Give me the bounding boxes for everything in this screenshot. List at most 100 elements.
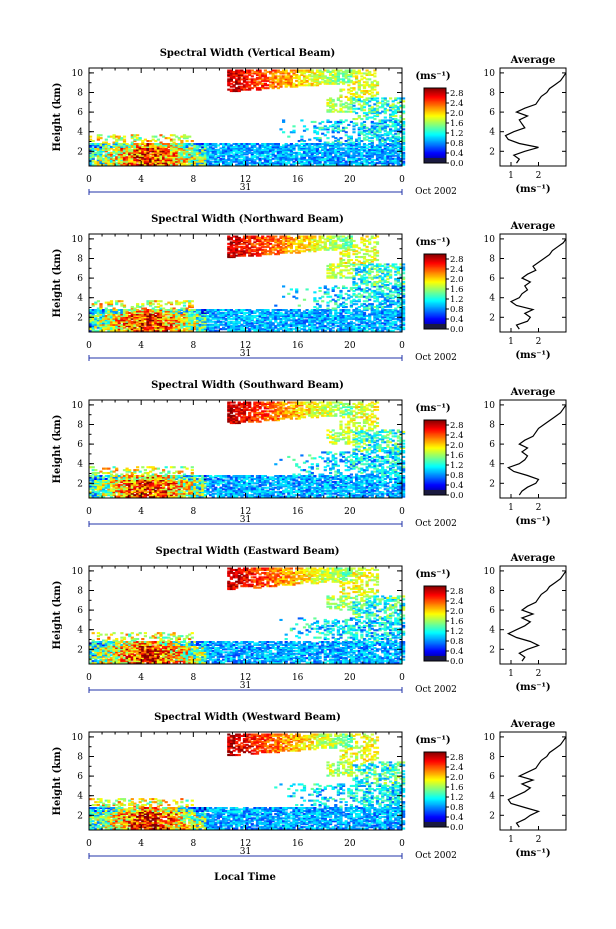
- heatmap-cell: [302, 84, 307, 87]
- heatmap-cell: [269, 84, 273, 87]
- heatmap-cell: [263, 72, 267, 75]
- heatmap-cell: [154, 143, 158, 146]
- heatmap-cell: [229, 75, 233, 78]
- heatmap-cell: [99, 151, 103, 154]
- heatmap-cell: [253, 70, 257, 73]
- heatmap-cell: [235, 148, 239, 151]
- heatmap-cell: [185, 154, 189, 157]
- heatmap-cell: [130, 145, 134, 148]
- heatmap-cell: [315, 84, 320, 87]
- heatmap-cell: [313, 154, 317, 157]
- heatmap-cell: [151, 163, 155, 166]
- heatmap-cell: [138, 147, 142, 150]
- heatmap-cell: [219, 147, 223, 150]
- heatmap-cell: [229, 147, 233, 150]
- heatmap-cell: [89, 160, 93, 163]
- heatmap-cell: [284, 76, 288, 79]
- heatmap-cell: [295, 159, 299, 162]
- heatmap-cell: [245, 157, 249, 160]
- heatmap-cell: [115, 153, 119, 156]
- heatmap-cell: [235, 143, 239, 146]
- heatmap-cell: [151, 147, 155, 150]
- heatmap-cell: [253, 156, 257, 159]
- heatmap-cell: [318, 76, 322, 79]
- heatmap-cell: [149, 162, 153, 165]
- heatmap-cell: [193, 163, 197, 166]
- heatmap-cell: [130, 150, 134, 153]
- heatmap-cell: [342, 88, 346, 91]
- heatmap-cell: [164, 143, 168, 146]
- heatmap-cell: [190, 151, 194, 154]
- heatmap-cell: [222, 147, 226, 150]
- heatmap-cell: [315, 73, 320, 76]
- heatmap-cell: [289, 144, 293, 147]
- heatmap-cell: [222, 151, 226, 154]
- heatmap-cell: [219, 143, 223, 146]
- heatmap-cell: [313, 297, 317, 300]
- heatmap-cell: [355, 112, 359, 115]
- y-tick-label: 2: [77, 147, 83, 157]
- heatmap-cell: [308, 150, 312, 153]
- heatmap-cell: [295, 79, 299, 82]
- heatmap-cell: [177, 160, 181, 163]
- heatmap-cell: [154, 154, 158, 157]
- heatmap-cell: [269, 76, 273, 79]
- heatmap-cell: [237, 90, 241, 93]
- heatmap-cell: [159, 141, 163, 144]
- heatmap-cell: [336, 286, 340, 289]
- heatmap-cell: [188, 153, 192, 156]
- heatmap-cell: [214, 143, 218, 146]
- heatmap-cell: [323, 285, 327, 288]
- heatmap-cell: [143, 138, 147, 141]
- heatmap-cell: [180, 135, 184, 138]
- heatmap-cell: [318, 162, 322, 165]
- heatmap-cell: [383, 97, 387, 100]
- heatmap-cell: [326, 137, 330, 140]
- heatmap-cell: [104, 147, 108, 150]
- panel-2: Spectral Width (Northward Beam)246810Hei…: [52, 214, 567, 363]
- heatmap-cell: [156, 163, 160, 166]
- heatmap-cell: [156, 162, 160, 165]
- heatmap-cell: [193, 147, 197, 150]
- heatmap-cell: [269, 72, 273, 75]
- heatmap-cell: [185, 148, 189, 151]
- heatmap-cell: [271, 151, 275, 154]
- heatmap-cell: [321, 300, 325, 303]
- heatmap-cell: [185, 137, 189, 140]
- heatmap-cell: [211, 163, 215, 166]
- heatmap-cell: [266, 79, 270, 82]
- heatmap-cell: [310, 153, 314, 156]
- heatmap-cell: [180, 151, 184, 154]
- heatmap-cell: [169, 301, 174, 304]
- heatmap-cell: [128, 157, 132, 160]
- heatmap-cell: [289, 78, 293, 81]
- colorbar-tick-label: 0.8: [450, 139, 464, 149]
- heatmap-cell: [266, 153, 270, 156]
- heatmap-cell: [117, 160, 121, 163]
- heatmap-cell: [282, 156, 286, 159]
- heatmap-cell: [318, 122, 322, 125]
- heatmap-cell: [315, 132, 320, 135]
- heatmap-cell: [235, 90, 239, 93]
- heatmap-cell: [263, 69, 267, 72]
- heatmap-cell: [219, 154, 223, 157]
- heatmap-cell: [107, 153, 111, 156]
- heatmap-cell: [115, 145, 119, 148]
- heatmap-cell: [117, 138, 121, 141]
- heatmap-cell: [255, 84, 260, 87]
- heatmap-cell: [271, 144, 275, 147]
- heatmap-cell: [300, 79, 304, 82]
- heatmap-cell: [162, 153, 166, 156]
- heatmap-cell: [128, 145, 132, 148]
- heatmap-cell: [109, 160, 114, 163]
- heatmap-cell: [318, 156, 322, 159]
- heatmap-cell: [102, 148, 106, 151]
- heatmap-cell: [227, 157, 231, 160]
- heatmap-cell: [151, 150, 155, 153]
- heatmap-cell: [122, 150, 127, 153]
- heatmap-cell: [146, 148, 150, 151]
- heatmap-cell: [248, 162, 252, 165]
- heatmap-cell: [185, 157, 189, 160]
- heatmap-cell: [133, 145, 137, 148]
- heatmap-cell: [141, 160, 145, 163]
